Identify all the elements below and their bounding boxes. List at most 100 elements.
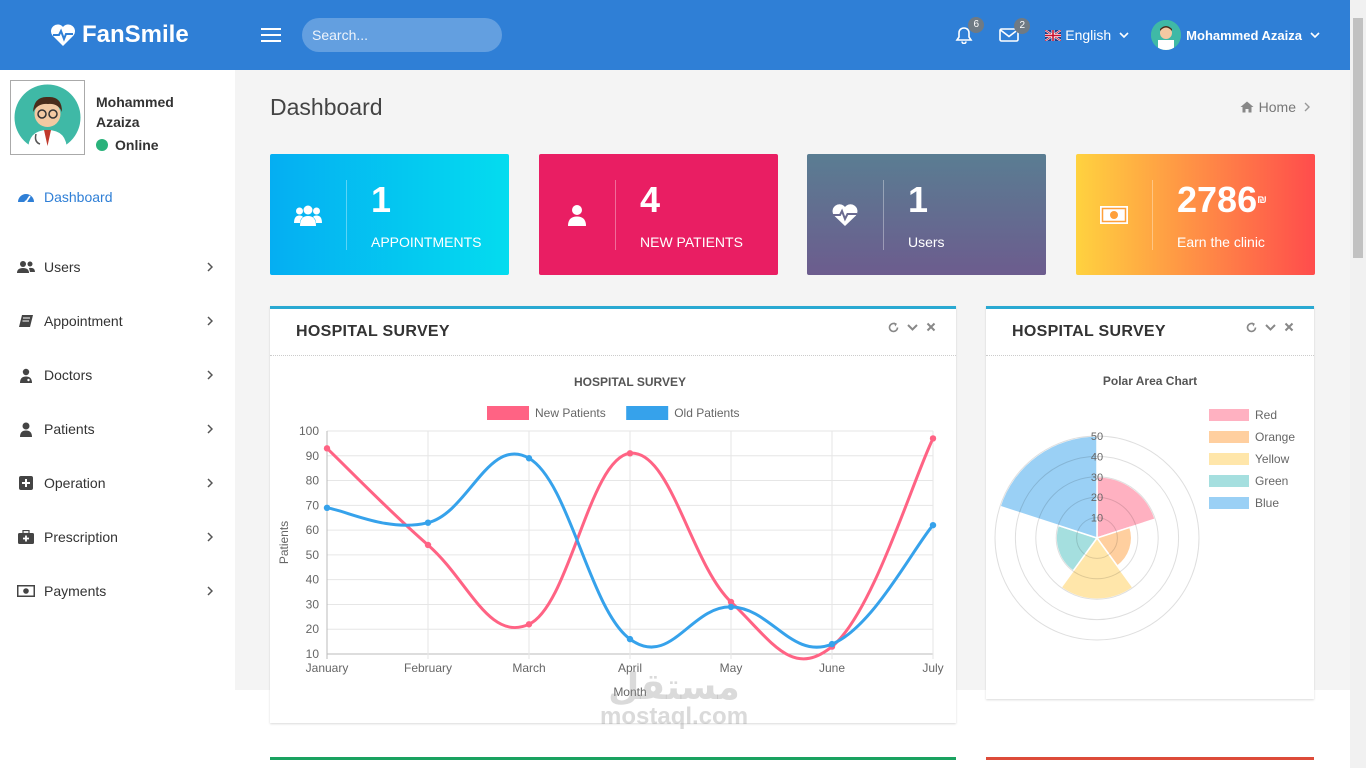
stat-card-earnings[interactable]: 2786₪ Earn the clinic bbox=[1076, 154, 1315, 275]
chart-title: HOSPITAL SURVEY bbox=[574, 375, 686, 389]
user-icon bbox=[17, 420, 35, 438]
close-icon[interactable] bbox=[926, 322, 936, 336]
money-icon bbox=[17, 582, 35, 600]
panel-title: HOSPITAL SURVEY bbox=[1012, 323, 1166, 340]
new-patients-count: 4 bbox=[640, 178, 661, 220]
sidebar-item-operation[interactable]: Operation bbox=[0, 456, 235, 510]
doctor-avatar-icon bbox=[1151, 20, 1182, 50]
appointments-label: APPOINTMENTS bbox=[371, 233, 482, 250]
breadcrumb-home-link[interactable]: Home bbox=[1258, 99, 1296, 115]
data-point bbox=[424, 541, 432, 549]
chevron-right-icon bbox=[207, 532, 213, 542]
users-icon bbox=[270, 179, 347, 250]
main-content: Dashboard Home 1 APPOINTMENTS 4 NEW PATI… bbox=[235, 70, 1350, 723]
messages-badge: 2 bbox=[1014, 18, 1031, 34]
language-label: English bbox=[1065, 27, 1112, 43]
legend-swatch bbox=[487, 406, 529, 420]
new-patients-label: NEW PATIENTS bbox=[640, 233, 743, 250]
menu-toggle-button[interactable] bbox=[240, 27, 302, 43]
earnings-label: Earn the clinic bbox=[1177, 233, 1265, 250]
data-point bbox=[727, 603, 735, 611]
polar-segment bbox=[1095, 526, 1133, 568]
page-title: Dashboard bbox=[270, 94, 383, 120]
page-scrollbar[interactable] bbox=[1350, 0, 1366, 768]
x-tick-label: July bbox=[922, 661, 943, 675]
y-axis-label: Patients bbox=[277, 521, 291, 564]
legend-label: Old Patients bbox=[674, 406, 739, 420]
online-dot-icon bbox=[96, 139, 108, 151]
avatar bbox=[1151, 20, 1182, 50]
data-point bbox=[323, 504, 331, 512]
status-label: Online bbox=[115, 137, 159, 153]
sidebar-item-prescription[interactable]: Prescription bbox=[0, 510, 235, 564]
doctor-icon bbox=[17, 366, 35, 384]
sidebar-item-appointment[interactable]: Appointment bbox=[0, 294, 235, 348]
data-point bbox=[525, 621, 533, 628]
sidebar-item-label: Payments bbox=[44, 583, 107, 599]
y-tick-label: 40 bbox=[306, 573, 320, 587]
stat-card-users[interactable]: 1 Users bbox=[807, 154, 1046, 275]
users-count: 1 bbox=[908, 178, 929, 220]
sidebar-item-patients[interactable]: Patients bbox=[0, 402, 235, 456]
y-tick-label: 70 bbox=[306, 498, 320, 512]
radial-gridline bbox=[1035, 476, 1159, 600]
data-point bbox=[929, 521, 937, 529]
data-point bbox=[929, 435, 937, 442]
y-tick-label: 30 bbox=[306, 597, 320, 611]
chevron-down-icon bbox=[1119, 32, 1129, 38]
watermark-arabic: مستقل bbox=[608, 666, 740, 707]
user-icon bbox=[539, 179, 616, 250]
language-selector[interactable]: English bbox=[1045, 27, 1129, 43]
stat-card-new-patients[interactable]: 4 NEW PATIENTS bbox=[539, 154, 778, 275]
brand-logo[interactable]: FanSmile bbox=[0, 21, 235, 49]
refresh-icon[interactable] bbox=[1246, 322, 1257, 336]
search-input[interactable] bbox=[312, 27, 493, 43]
dashboard-icon bbox=[17, 188, 35, 206]
chevron-right-icon bbox=[207, 262, 213, 272]
user-menu[interactable]: Mohammed Azaiza bbox=[1151, 20, 1320, 50]
chevron-right-icon bbox=[207, 586, 213, 596]
radial-tick-label: 40 bbox=[1091, 451, 1103, 463]
profile-picture bbox=[10, 80, 85, 155]
home-icon bbox=[1240, 101, 1254, 113]
radial-tick-label: 30 bbox=[1091, 472, 1103, 484]
chart-title: Polar Area Chart bbox=[1103, 374, 1197, 388]
messages-button[interactable]: 2 bbox=[999, 18, 1031, 43]
legend-swatch bbox=[1209, 475, 1249, 487]
close-icon[interactable] bbox=[1284, 322, 1294, 336]
uk-flag-icon bbox=[1045, 29, 1062, 41]
legend-swatch bbox=[1209, 409, 1249, 421]
y-tick-label: 60 bbox=[306, 523, 320, 537]
x-tick-label: January bbox=[306, 661, 349, 675]
stat-card-appointments[interactable]: 1 APPOINTMENTS bbox=[270, 154, 509, 275]
scrollbar-thumb[interactable] bbox=[1353, 18, 1363, 258]
polar-chart: Polar Area Chart 10 20 30 40 50 Red Orange Yello… bbox=[994, 374, 1295, 641]
sidebar-item-payments[interactable]: Payments bbox=[0, 564, 235, 618]
legend-label: Yellow bbox=[1255, 452, 1290, 466]
currency-symbol: ₪ bbox=[1257, 193, 1267, 206]
x-tick-label: June bbox=[819, 661, 845, 675]
collapse-icon[interactable] bbox=[1265, 322, 1276, 336]
sidebar-item-users[interactable]: Users bbox=[0, 240, 235, 294]
refresh-icon[interactable] bbox=[888, 322, 899, 336]
collapse-icon[interactable] bbox=[907, 322, 918, 336]
earnings-amount: 2786₪ bbox=[1177, 179, 1267, 220]
notifications-button[interactable]: 6 bbox=[955, 17, 985, 44]
data-point bbox=[323, 445, 331, 452]
radial-gridline bbox=[1055, 496, 1139, 580]
legend-swatch bbox=[626, 406, 669, 420]
sidebar-item-label: Patients bbox=[44, 421, 95, 437]
y-tick-label: 90 bbox=[306, 449, 320, 463]
y-tick-label: 100 bbox=[299, 424, 319, 438]
sidebar-item-doctors[interactable]: Doctors bbox=[0, 348, 235, 402]
x-tick-label: April bbox=[618, 661, 642, 675]
sidebar-profile: Mohammed Azaiza Online bbox=[0, 70, 235, 166]
sidebar-item-dashboard[interactable]: Dashboard bbox=[0, 166, 235, 228]
sidebar-item-label: Appointment bbox=[44, 313, 123, 329]
chevron-right-icon bbox=[207, 424, 213, 434]
legend-swatch bbox=[1209, 497, 1249, 509]
users-icon bbox=[17, 258, 35, 276]
sidebar-item-label: Doctors bbox=[44, 367, 93, 383]
panel-title: HOSPITAL SURVEY bbox=[296, 323, 450, 340]
radial-tick-label: 20 bbox=[1091, 492, 1103, 504]
